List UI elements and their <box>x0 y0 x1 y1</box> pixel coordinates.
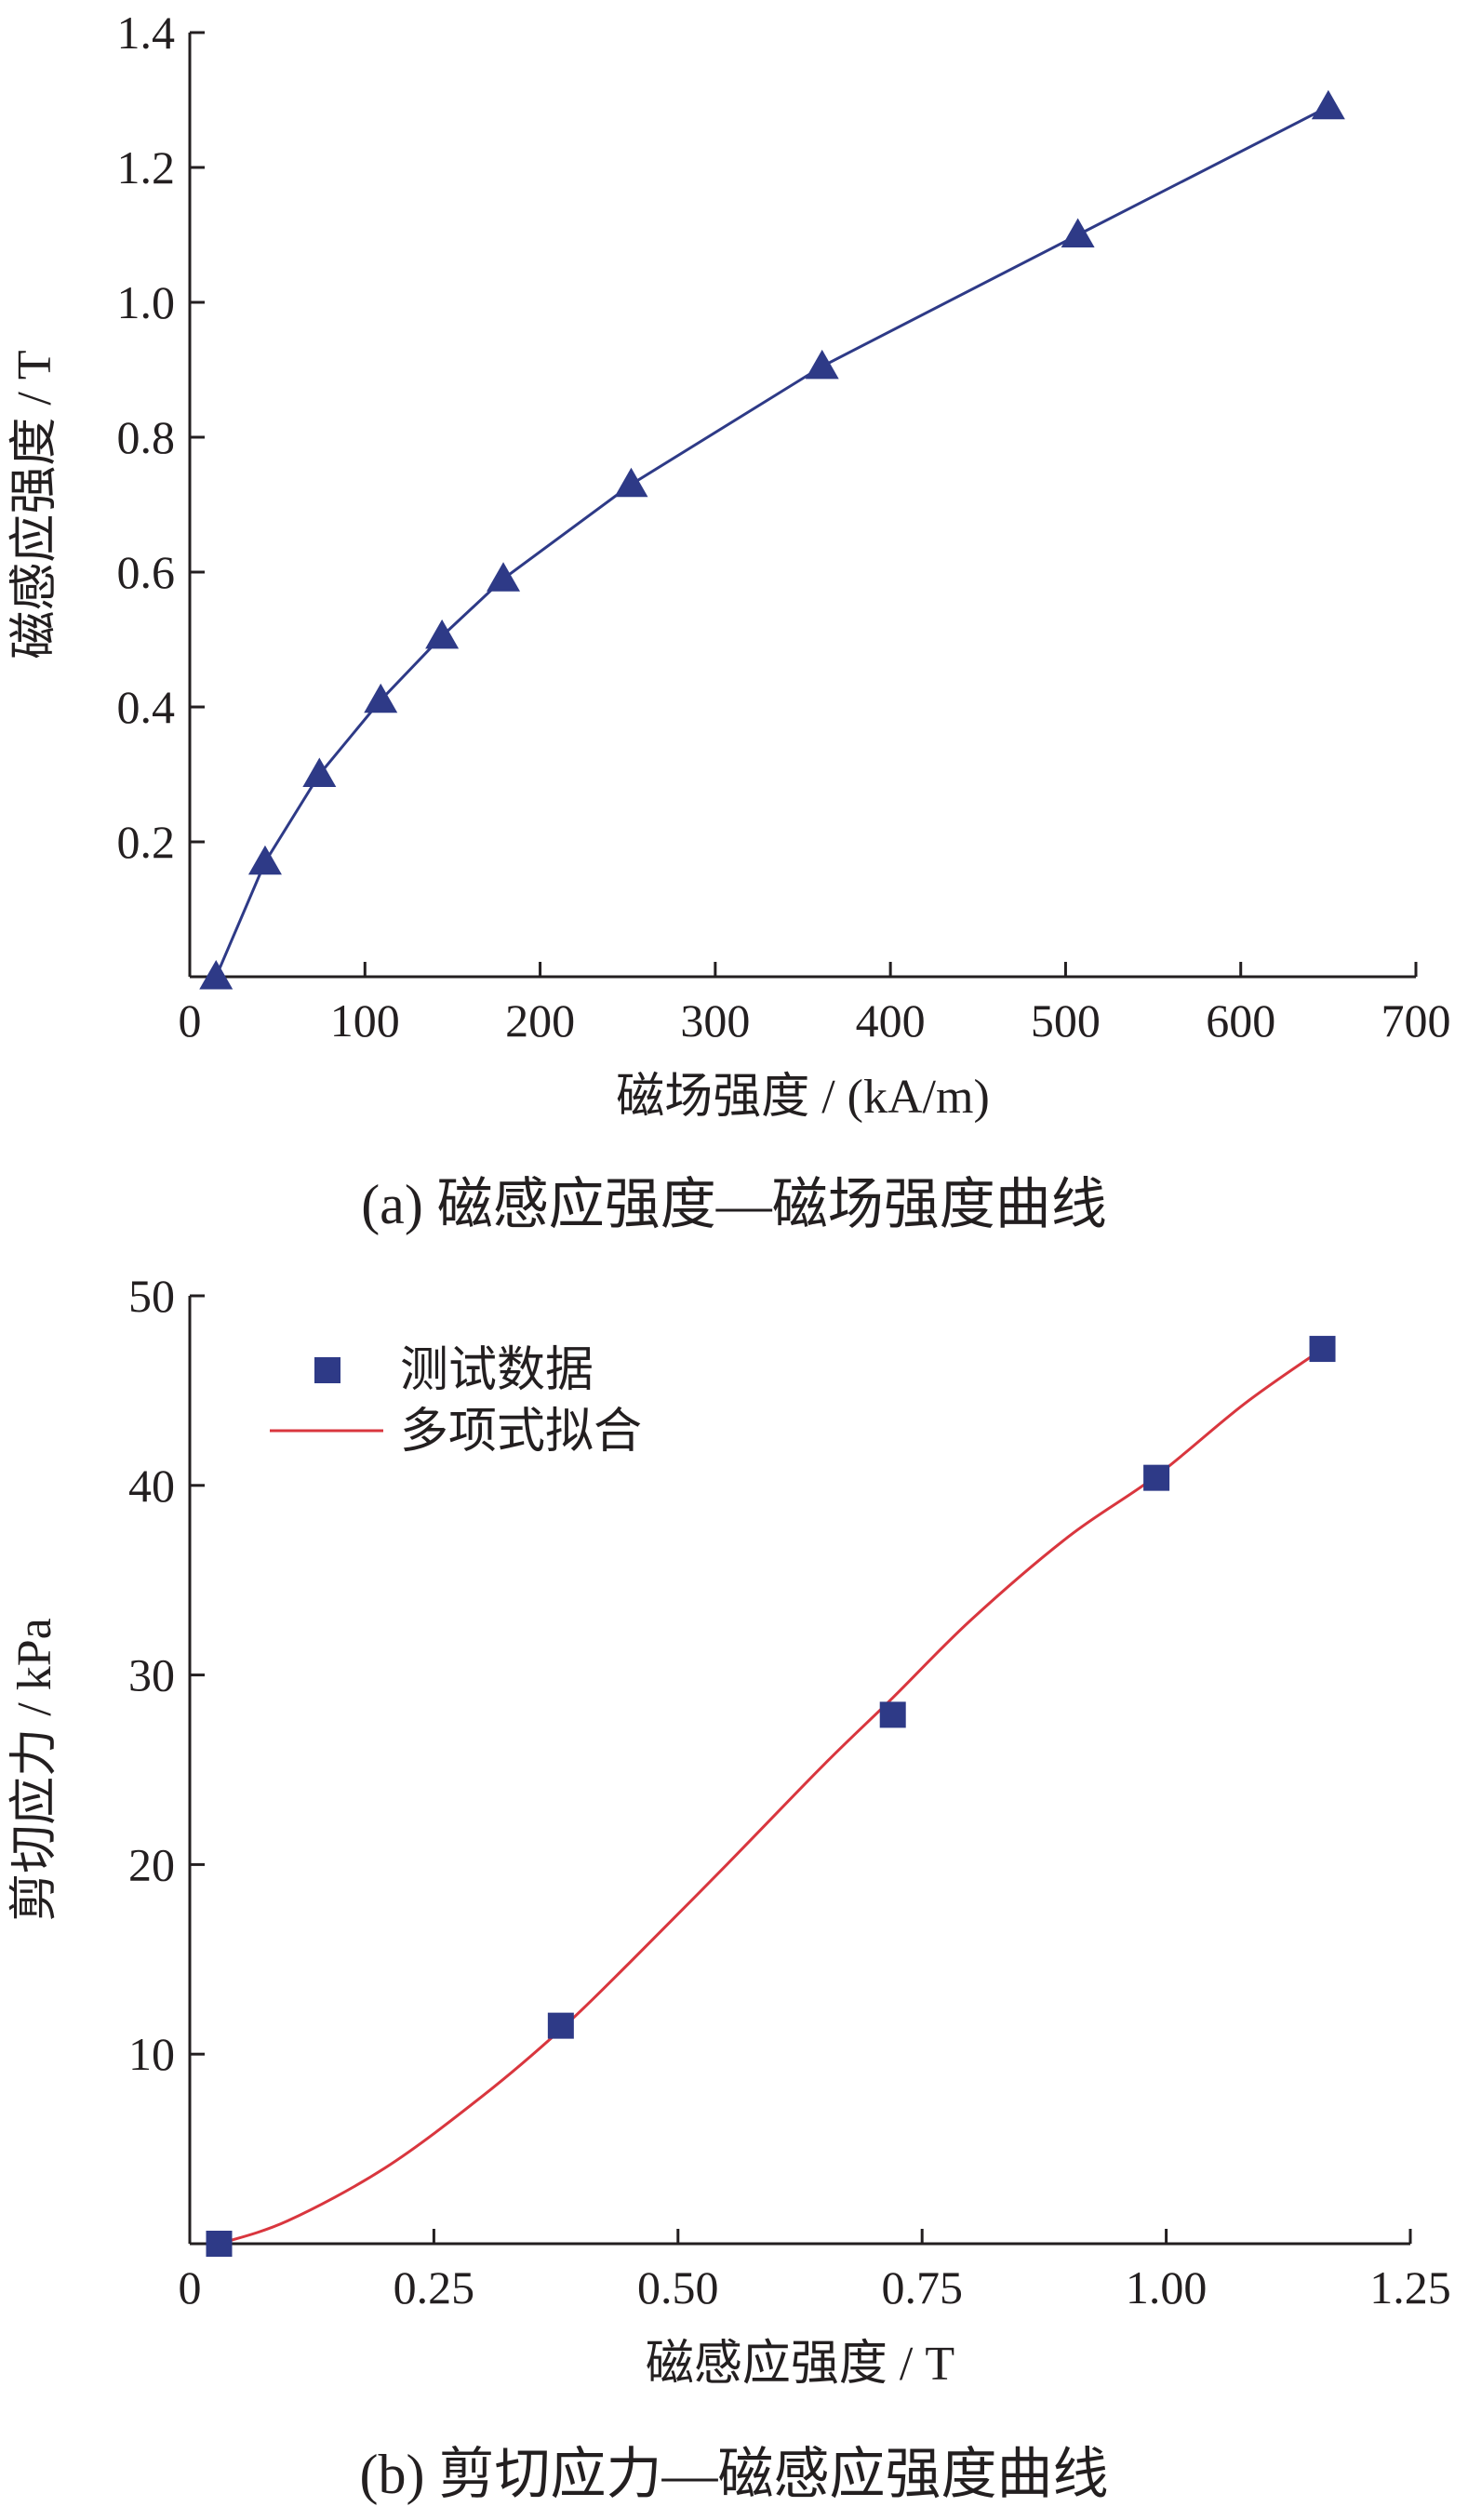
y-tick-label: 1.0 <box>117 276 176 328</box>
x-tick-label: 300 <box>680 994 750 1047</box>
legend-label: 多项式拟合 <box>400 1406 642 1459</box>
series-line <box>214 105 1329 978</box>
x-tick-label: 1.00 <box>1126 2261 1208 2313</box>
x-tick-label: 100 <box>330 994 400 1047</box>
chart-a-caption: (a) 磁感应强度—磁场强度曲线 <box>361 1174 1107 1235</box>
x-tick-label: 400 <box>856 994 926 1047</box>
x-tick-label: 0.75 <box>881 2261 963 2313</box>
y-tick-label: 50 <box>128 1270 175 1322</box>
data-point <box>206 2231 233 2257</box>
y-tick-label: 0.4 <box>117 681 176 733</box>
chart-b-caption: (b) 剪切应力—磁感应强度曲线 <box>360 2444 1109 2505</box>
data-point <box>199 960 234 990</box>
legend-marker-square <box>314 1357 340 1383</box>
data-point <box>364 683 398 713</box>
data-point <box>302 757 337 787</box>
chart-b: (b) 剪切应力—磁感应强度曲线 0 0.25 0.50 0.75 1.00 1.25 10… <box>8 1270 1451 2505</box>
x-axis-title: 磁场强度 / (kA/m) <box>616 1071 990 1124</box>
x-tick-label: 1.25 <box>1369 2261 1451 2313</box>
y-tick-label: 0.6 <box>117 546 176 598</box>
y-tick-label: 10 <box>128 2028 175 2080</box>
y-tick-label: 0.2 <box>117 816 176 868</box>
data-point <box>805 349 839 380</box>
data-point <box>247 845 282 875</box>
y-tick-label: 0.8 <box>117 411 176 463</box>
y-tick-label: 1.4 <box>117 7 176 59</box>
data-point <box>1061 218 1095 247</box>
y-axis-title: 磁感应强度 / T <box>8 350 61 659</box>
x-tick-label: 600 <box>1206 994 1275 1047</box>
data-point <box>879 1701 906 1728</box>
y-tick-label: 30 <box>128 1649 175 1701</box>
data-point <box>1311 89 1345 120</box>
y-tick-label: 40 <box>128 1460 175 1512</box>
data-point <box>547 2012 574 2039</box>
x-tick-label: 500 <box>1031 994 1101 1047</box>
chart-a: (a) 磁感应强度—磁场强度曲线 0 100 200 300 400 500 600 700 0… <box>8 7 1451 1235</box>
data-point <box>425 619 460 649</box>
x-axis-title: 磁感应强度 / T <box>646 2338 954 2391</box>
y-axis-title: 剪切应力 / kPa <box>8 1618 61 1921</box>
data-point <box>487 562 521 592</box>
x-tick-label: 0.50 <box>637 2261 719 2313</box>
data-point <box>1143 1464 1170 1491</box>
x-tick-label: 0 <box>179 2261 202 2313</box>
x-tick-label: 700 <box>1381 994 1451 1047</box>
data-point <box>1309 1336 1336 1363</box>
data-point <box>614 467 648 498</box>
legend-label: 测试数据 <box>400 1344 594 1397</box>
x-tick-label: 0 <box>179 994 202 1047</box>
x-tick-label: 0.25 <box>394 2261 475 2313</box>
y-tick-label: 20 <box>128 1838 175 1890</box>
y-tick-label: 1.2 <box>117 141 176 193</box>
x-tick-label: 200 <box>505 994 575 1047</box>
